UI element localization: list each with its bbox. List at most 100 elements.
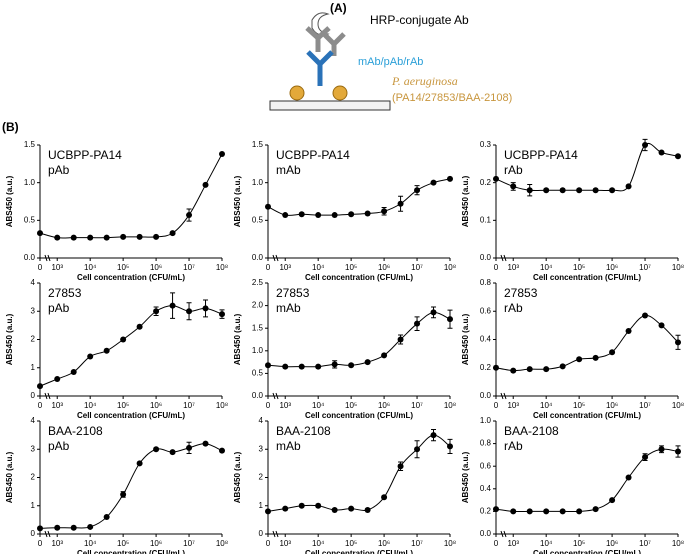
data-point [526,366,533,373]
data-point [625,328,632,335]
x-tick-label: 10⁶ [150,401,162,410]
y-tick-label: 0.3 [480,140,492,149]
data-point [265,508,271,515]
data-point [510,183,517,190]
axis-break [44,530,51,538]
x-axis-label: Cell concentration (CFU/mL) [533,549,641,554]
data-point [493,175,499,182]
x-tick-label: 10⁷ [639,401,651,410]
bacteria [289,85,348,101]
chart-subtitle: mAb [276,301,301,315]
x-tick-label: 10⁸ [216,263,228,272]
x-tick-label: 10⁷ [411,401,423,410]
data-point [348,505,355,512]
y-tick-label: 4 [31,278,36,287]
data-point [592,354,599,361]
data-point [430,309,437,316]
strain-label: (PA14/27853/BAA-2108) [392,92,512,104]
data-point [169,302,176,309]
y-tick-label: 1 [259,501,264,510]
y-tick-label: 0.5 [252,369,264,378]
y-tick-label: 0.6 [480,461,492,470]
chart-title: BAA-2108 [504,424,559,438]
x-tick-label: 10³ [279,263,291,272]
data-point [103,514,110,521]
chart-subtitle: rAb [504,439,523,453]
x-tick-label: 10⁷ [411,539,423,548]
x-tick-label: 10⁸ [444,539,456,548]
data-point [298,363,305,370]
x-tick-label: 10⁵ [345,539,357,548]
x-tick-label: 10³ [507,263,519,272]
y-tick-label: 0.0 [480,391,492,400]
y-tick-label: 0 [31,391,36,400]
data-point [186,308,193,315]
x-tick-label: 0 [266,263,271,272]
data-point [120,336,127,343]
panel-label: (B) [2,120,19,134]
axis-break [272,392,279,400]
data-point [70,234,77,241]
data-point [381,208,388,215]
data-point [202,305,209,312]
y-axis-label: ABS450 (a.u.) [5,451,14,503]
data-point [348,362,355,369]
axis-break [500,530,507,538]
x-axis-label: Cell concentration (CFU/mL) [533,411,641,420]
species-label: P. aeruginosa [391,74,458,88]
data-point [364,210,371,217]
data-point [543,366,550,373]
data-point [447,175,453,182]
y-tick-label: 0.8 [480,439,492,448]
x-tick-label: 10⁷ [639,539,651,548]
data-point [609,349,616,356]
data-point [526,508,533,515]
x-tick-label: 10⁶ [378,263,390,272]
data-point [70,524,77,531]
x-tick-label: 10⁶ [606,539,618,548]
x-tick-label: 10⁴ [540,263,553,272]
data-point [103,347,110,354]
data-point [397,336,404,343]
x-tick-label: 10³ [279,539,291,548]
data-point [219,311,225,318]
chart: 0.0 0.5 1.0 1.5 0 10³ 10⁴ 10⁵ 10⁶ 10⁷ 10⁸ Cell conc… [5,140,228,282]
data-point [543,508,550,515]
x-tick-label: 10³ [51,401,63,410]
x-tick-label: 10⁸ [216,401,228,410]
x-tick-label: 0 [38,263,43,272]
axis-break [500,254,507,262]
data-point [576,187,583,194]
data-point [609,187,616,194]
data-point [493,364,499,371]
data-point [430,432,437,439]
data-point [559,508,566,515]
x-axis-label: Cell concentration (CFU/mL) [305,549,413,554]
data-point [430,179,437,186]
chart-subtitle: pAb [48,301,70,315]
x-tick-label: 0 [266,401,271,410]
chart-title: BAA-2108 [48,424,103,438]
data-point [493,506,499,513]
data-point [364,359,371,366]
y-tick-label: 0 [259,529,264,538]
chart-subtitle: rAb [504,163,523,177]
data-point [414,446,421,453]
x-tick-label: 10⁶ [606,401,618,410]
x-tick-label: 10⁴ [84,263,97,272]
x-axis-label: Cell concentration (CFU/mL) [77,273,185,282]
data-point [397,200,404,207]
data-point [675,153,681,160]
primary-label: mAb/pAb/rAb [358,56,423,68]
y-tick-label: 0.8 [480,278,492,287]
data-point [136,233,143,240]
data-point [576,356,583,363]
x-tick-label: 10⁴ [540,401,553,410]
x-tick-label: 10³ [51,539,63,548]
data-point [381,352,388,359]
data-point [592,187,599,194]
chart-title: UCBPP-PA14 [48,148,122,162]
x-tick-label: 10⁵ [573,401,585,410]
data-point [169,230,176,237]
data-point [54,234,61,241]
